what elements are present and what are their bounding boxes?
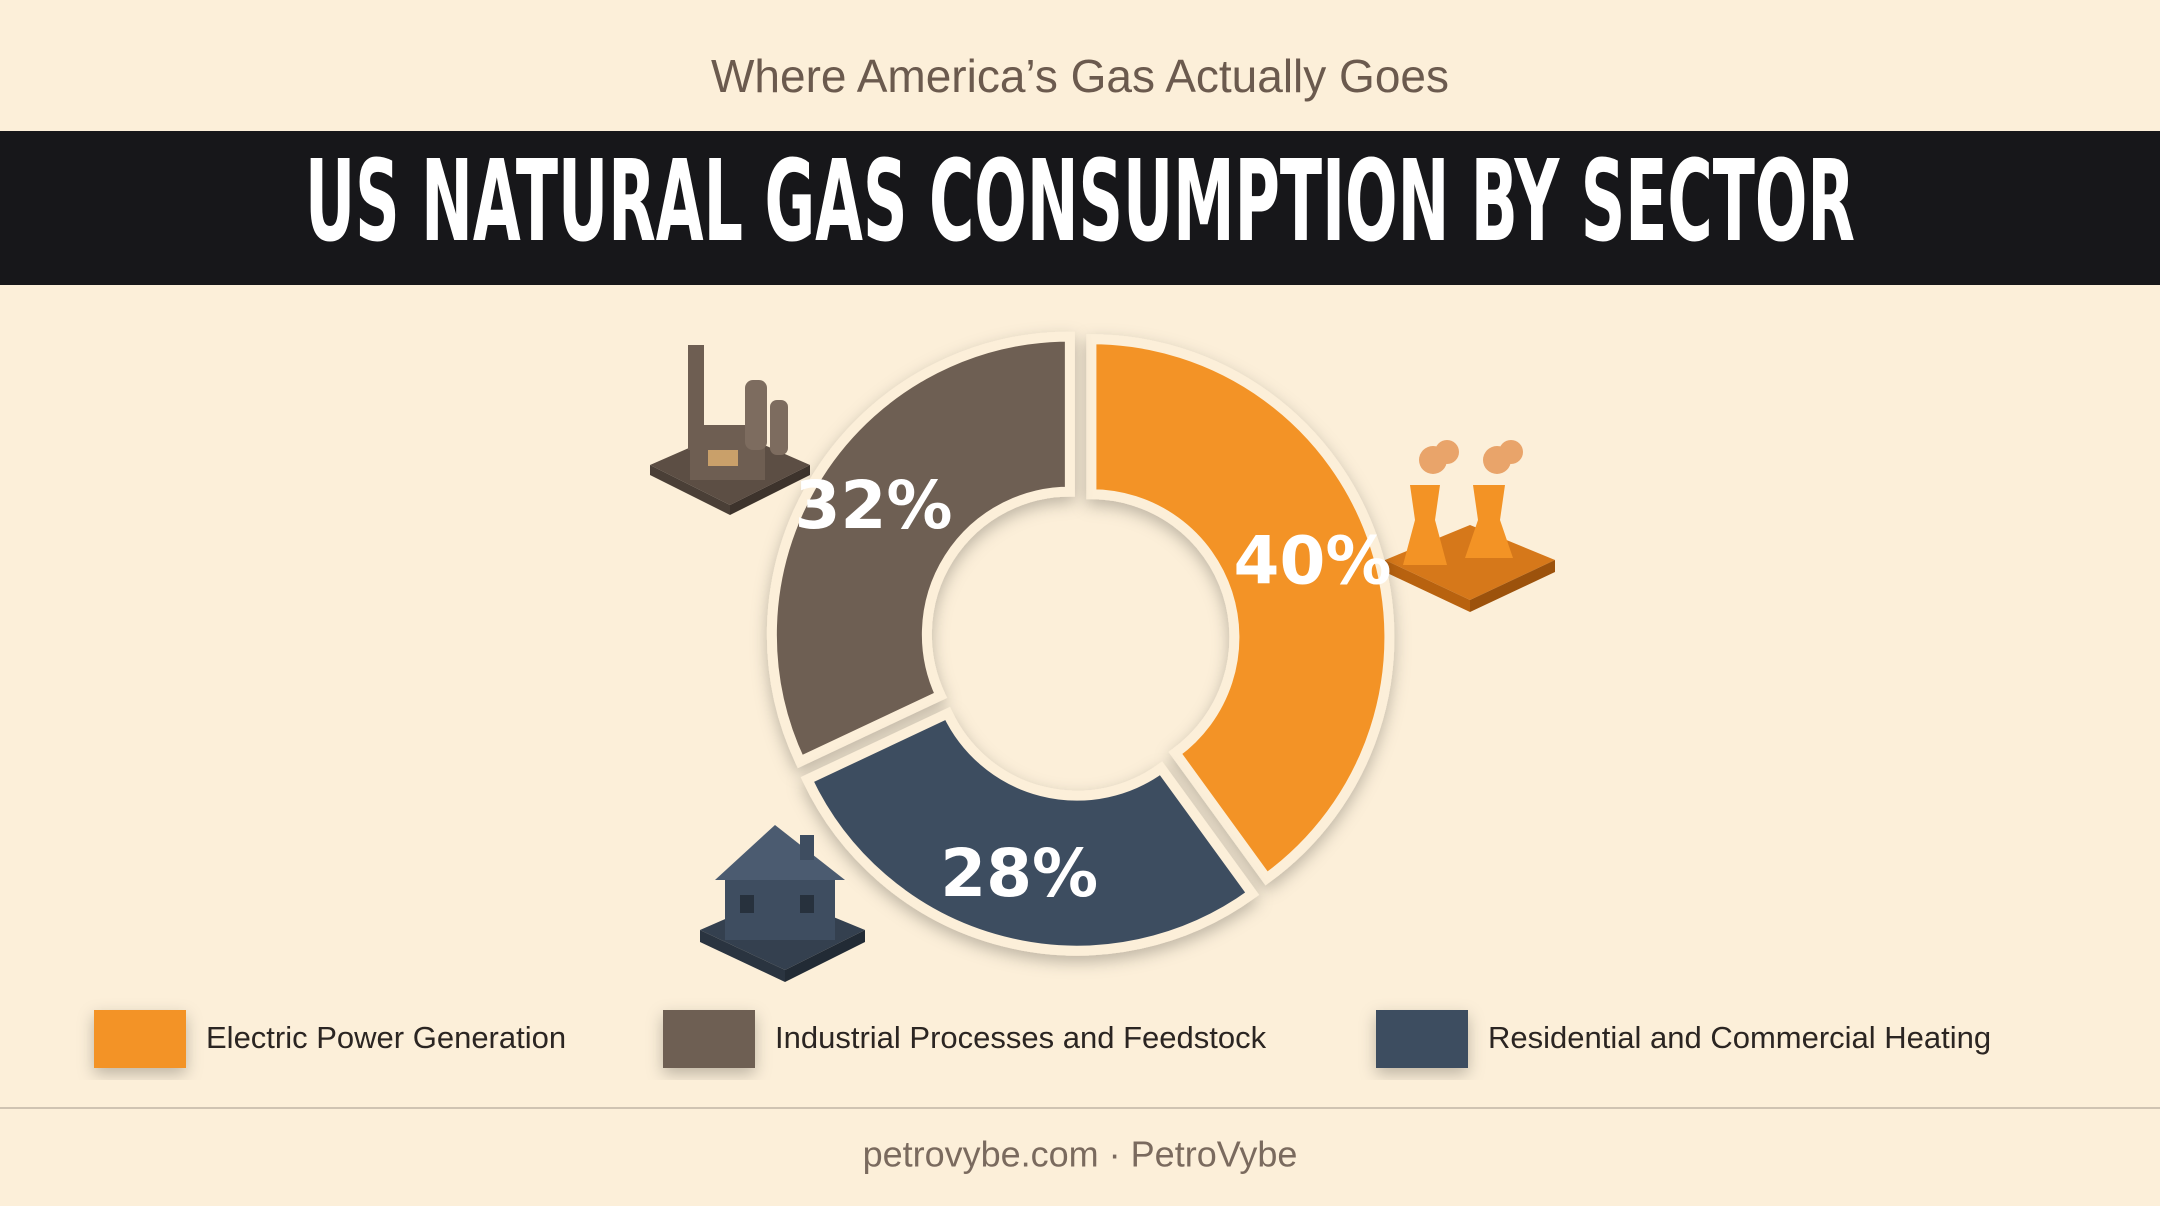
- data-label: 28%: [940, 835, 1098, 912]
- legend-label: Electric Power Generation: [206, 1020, 566, 1055]
- house-icon: [700, 825, 865, 982]
- data-label: 32%: [795, 467, 953, 544]
- donut-segment: [1086, 334, 1395, 886]
- power-plant-icon: [1385, 440, 1555, 612]
- data-label: 40%: [1234, 523, 1392, 600]
- donut-segment: [800, 706, 1260, 956]
- footer: petrovybe.com · PetroVybe: [863, 1134, 1298, 1175]
- donut-segment: [766, 331, 1075, 769]
- legend-label: Residential and Commercial Heating: [1488, 1020, 1991, 1055]
- legend-swatch: [94, 1010, 186, 1068]
- legend-swatch: [1376, 1010, 1468, 1068]
- factory-icon: [650, 345, 810, 515]
- chart-title: US NATURAL GAS CONSUMPTION BY SECTOR: [305, 137, 1855, 267]
- legend-label: Industrial Processes and Feedstock: [775, 1020, 1267, 1055]
- legend-swatch: [663, 1010, 755, 1068]
- subtitle: Where America’s Gas Actually Goes: [711, 50, 1449, 102]
- title-band: [0, 131, 2160, 285]
